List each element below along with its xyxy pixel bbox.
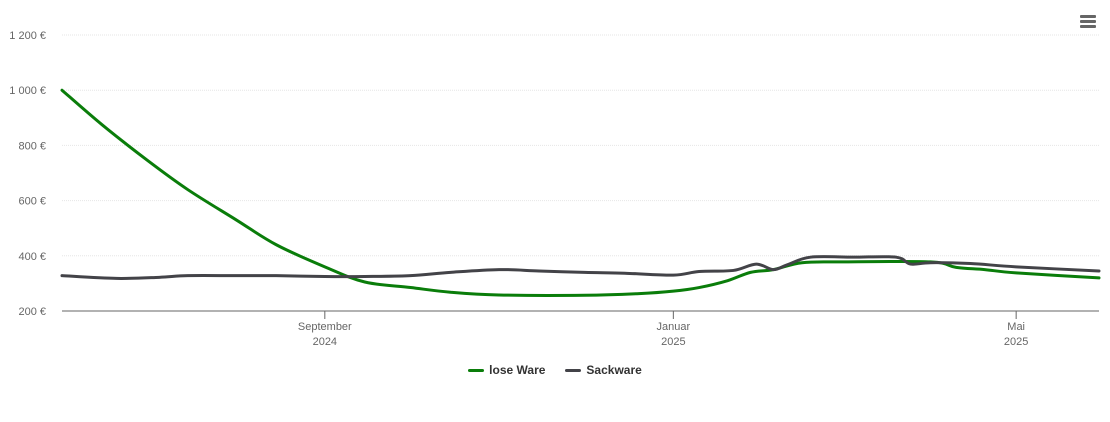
y-tick-label: 1 200 € [9, 30, 46, 42]
y-tick-label: 200 € [18, 306, 46, 318]
x-tick-label-year: 2025 [661, 336, 685, 348]
legend-item-sackware[interactable]: Sackware [565, 363, 642, 377]
legend-label: lose Ware [489, 363, 546, 377]
series-layer [60, 88, 1101, 297]
y-tick-label: 400 € [18, 251, 46, 263]
legend-swatch [468, 368, 485, 372]
legend-item-lose-ware[interactable]: lose Ware [468, 363, 545, 377]
y-tick-label: 600 € [18, 196, 46, 208]
y-axis: 200 € 400 € 600 € 800 € 1 000 € 1 200 € [9, 30, 46, 318]
hamburger-menu-icon[interactable] [1076, 10, 1100, 34]
series-line-sackware[interactable] [60, 255, 1101, 280]
y-tick-label: 1 000 € [9, 85, 46, 97]
legend-swatch [565, 368, 582, 372]
x-tick-label-month: September [298, 321, 352, 333]
legend: lose Ware Sackware [0, 363, 1110, 377]
x-tick-label-year: 2024 [313, 336, 337, 348]
legend-label: Sackware [586, 363, 642, 377]
x-tick-label-month: Mai [1007, 321, 1025, 333]
x-tick-label-year: 2025 [1004, 336, 1028, 348]
series-line-lose-ware[interactable] [60, 88, 1101, 297]
x-tick-label-month: Januar [657, 321, 691, 333]
y-tick-label: 800 € [18, 140, 46, 152]
x-axis: September 2024 Januar 2025 Mai 2025 [62, 310, 1099, 348]
grid [62, 34, 1099, 257]
